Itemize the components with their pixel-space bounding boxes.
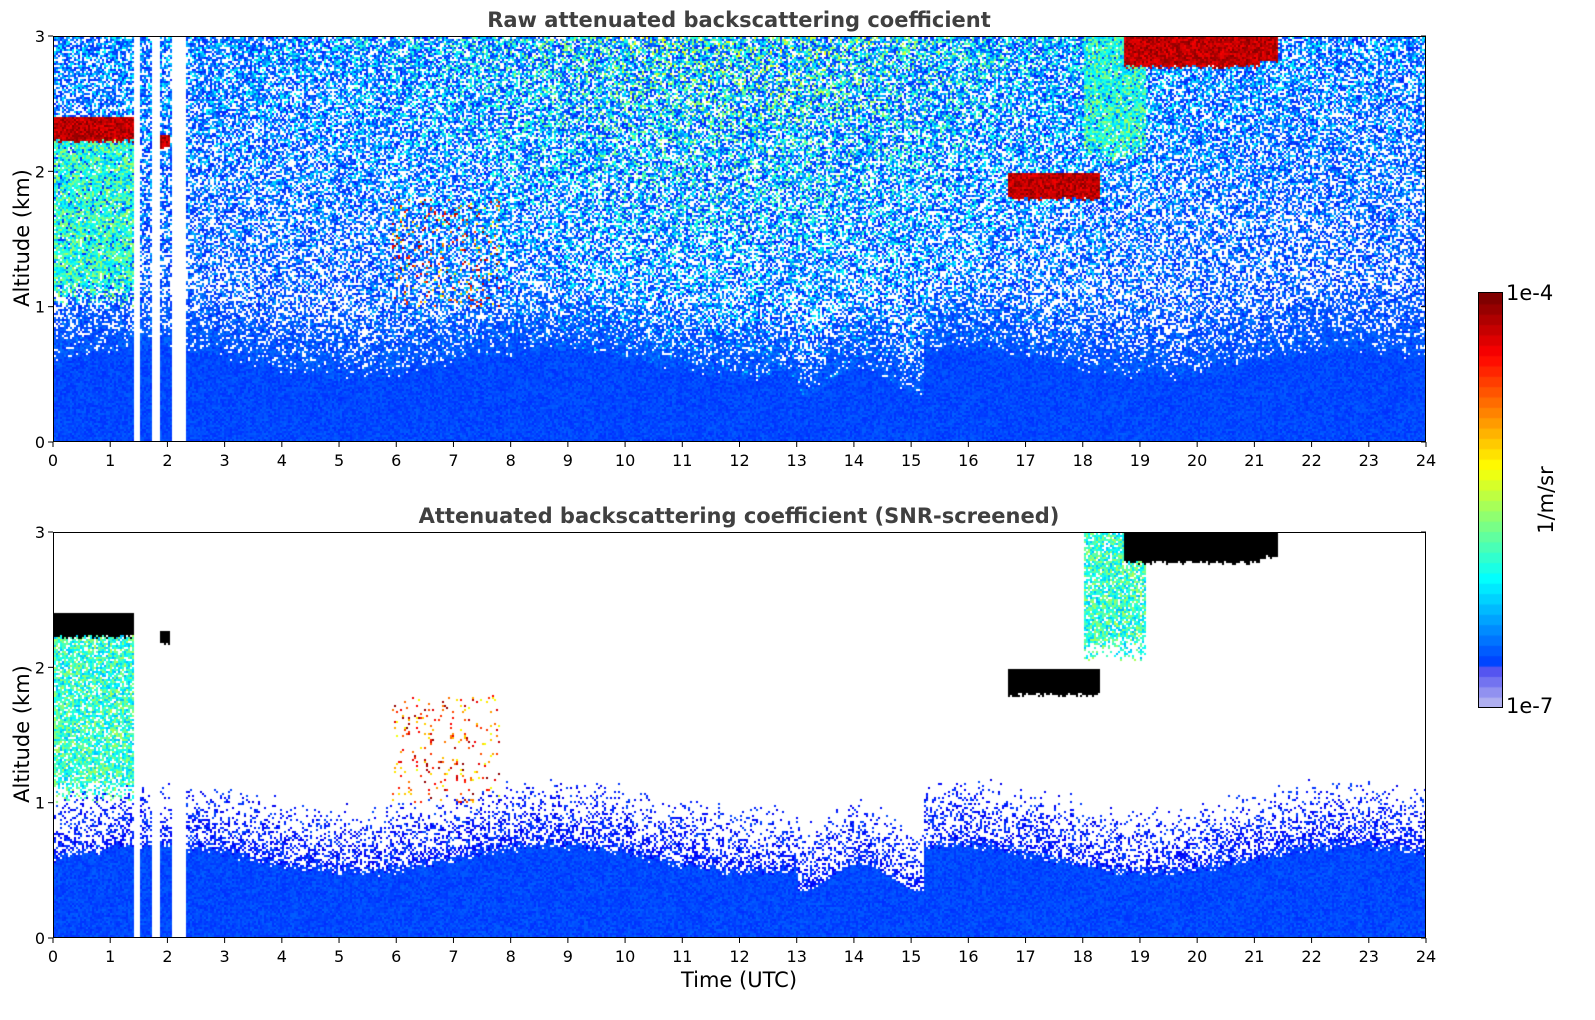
bottom-y-tick-label: 3	[35, 523, 45, 542]
colorbar	[1478, 292, 1503, 708]
colorbar-max-label: 1e-4	[1506, 281, 1554, 305]
bottom-x-tick-label: 6	[391, 947, 401, 966]
bottom-x-tick-label: 15	[901, 947, 921, 966]
colorbar-unit-label: 1/m/sr	[1534, 466, 1558, 534]
top-x-tick-label: 1	[105, 451, 115, 470]
top-x-tick-label: 20	[1187, 451, 1207, 470]
top-x-tick-label: 24	[1416, 451, 1436, 470]
top-x-tick-label: 5	[334, 451, 344, 470]
bottom-x-tick-label: 5	[334, 947, 344, 966]
top-x-tick-label: 16	[958, 451, 978, 470]
colorbar-gradient	[1478, 292, 1503, 708]
bottom-x-tick-label: 20	[1187, 947, 1207, 966]
top-plot-area	[53, 36, 1426, 442]
top-x-tick-label: 13	[787, 451, 807, 470]
top-x-tick-label: 22	[1301, 451, 1321, 470]
colorbar-min-label: 1e-7	[1506, 694, 1554, 718]
top-x-tick-label: 17	[1015, 451, 1035, 470]
top-x-tick-label: 3	[220, 451, 230, 470]
top-x-tick-label: 14	[844, 451, 864, 470]
bottom-x-tick-label: 11	[672, 947, 692, 966]
bottom-x-tick-label: 2	[162, 947, 172, 966]
top-y-tick-label: 0	[35, 433, 45, 452]
top-x-tick-label: 18	[1073, 451, 1093, 470]
bottom-x-tick-label: 7	[448, 947, 458, 966]
bottom-x-tick-label: 23	[1359, 947, 1379, 966]
top-x-tick-label: 11	[672, 451, 692, 470]
bottom-x-tick-label: 16	[958, 947, 978, 966]
bottom-x-tick-label: 14	[844, 947, 864, 966]
top-y-tick-label: 1	[35, 298, 45, 317]
bottom-x-tick-label: 3	[220, 947, 230, 966]
top-y-tick-label: 3	[35, 27, 45, 46]
top-x-tick-label: 6	[391, 451, 401, 470]
bottom-x-tick-label: 13	[787, 947, 807, 966]
bottom-x-tick-label: 1	[105, 947, 115, 966]
top-x-tick-label: 23	[1359, 451, 1379, 470]
top-x-tick-label: 9	[563, 451, 573, 470]
bottom-y-tick-label: 0	[35, 929, 45, 948]
bottom-x-tick-label: 22	[1301, 947, 1321, 966]
bottom-x-tick-label: 10	[615, 947, 635, 966]
bottom-y-tick-label: 1	[35, 794, 45, 813]
bottom-heatmap	[54, 533, 1425, 937]
bottom-x-tick-label: 19	[1130, 947, 1150, 966]
x-axis-label: Time (UTC)	[680, 968, 798, 992]
top-x-tick-label: 2	[162, 451, 172, 470]
top-y-tick-label: 2	[35, 162, 45, 181]
bottom-x-tick-label: 4	[277, 947, 287, 966]
bottom-x-tick-label: 17	[1015, 947, 1035, 966]
bottom-y-tick-label: 2	[35, 658, 45, 677]
top-chart-title: Raw attenuated backscattering coefficien…	[487, 8, 991, 32]
top-y-axis-label: Altitude (km)	[10, 169, 34, 307]
bottom-x-tick-label: 0	[48, 947, 58, 966]
bottom-x-tick-label: 9	[563, 947, 573, 966]
top-x-tick-label: 12	[729, 451, 749, 470]
top-x-tick-label: 4	[277, 451, 287, 470]
bottom-chart-title: Attenuated backscattering coefficient (S…	[418, 504, 1060, 528]
top-x-tick-label: 19	[1130, 451, 1150, 470]
top-x-tick-label: 15	[901, 451, 921, 470]
top-x-tick-label: 0	[48, 451, 58, 470]
top-x-tick-label: 10	[615, 451, 635, 470]
bottom-x-tick-label: 8	[506, 947, 516, 966]
bottom-x-tick-label: 24	[1416, 947, 1436, 966]
top-x-tick-label: 8	[506, 451, 516, 470]
bottom-y-axis-label: Altitude (km)	[10, 665, 34, 803]
bottom-plot-area	[53, 532, 1426, 938]
top-x-tick-label: 21	[1244, 451, 1264, 470]
top-x-tick-label: 7	[448, 451, 458, 470]
bottom-x-tick-label: 21	[1244, 947, 1264, 966]
bottom-x-tick-label: 12	[729, 947, 749, 966]
bottom-x-tick-label: 18	[1073, 947, 1093, 966]
top-heatmap	[54, 37, 1425, 441]
